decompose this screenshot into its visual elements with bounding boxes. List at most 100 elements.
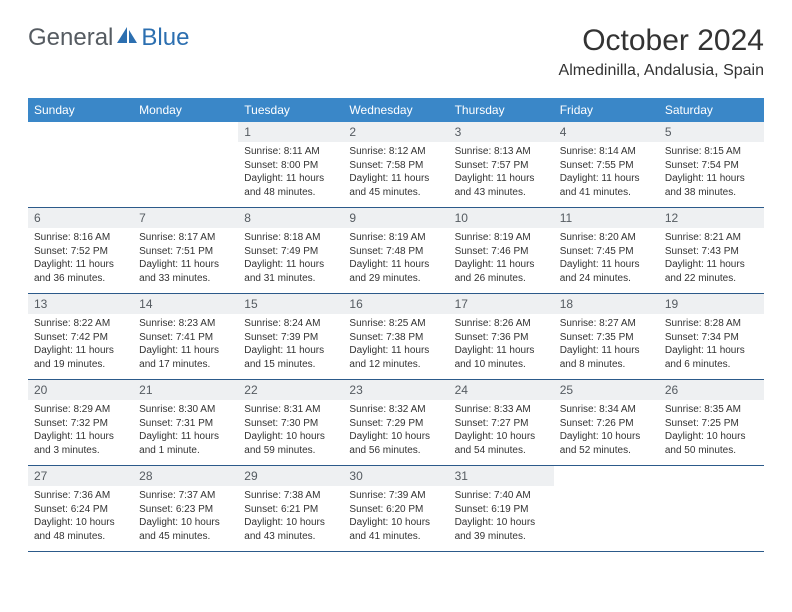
- sunset-text: Sunset: 7:26 PM: [560, 417, 653, 431]
- day-number: 17: [449, 294, 554, 314]
- day-number: 5: [659, 122, 764, 142]
- day-details: Sunrise: 8:30 AMSunset: 7:31 PMDaylight:…: [133, 400, 238, 465]
- sunrise-text: Sunrise: 8:12 AM: [349, 145, 442, 159]
- day-number: 26: [659, 380, 764, 400]
- calendar-week: 27Sunrise: 7:36 AMSunset: 6:24 PMDayligh…: [28, 466, 764, 552]
- daylight-text: Daylight: 10 hours and 39 minutes.: [455, 516, 548, 543]
- day-details: Sunrise: 8:16 AMSunset: 7:52 PMDaylight:…: [28, 228, 133, 293]
- daylight-text: Daylight: 11 hours and 22 minutes.: [665, 258, 758, 285]
- day-number: 20: [28, 380, 133, 400]
- sunrise-text: Sunrise: 8:28 AM: [665, 317, 758, 331]
- day-details: Sunrise: 8:31 AMSunset: 7:30 PMDaylight:…: [238, 400, 343, 465]
- calendar-day: 26Sunrise: 8:35 AMSunset: 7:25 PMDayligh…: [659, 380, 764, 466]
- day-details: Sunrise: 8:23 AMSunset: 7:41 PMDaylight:…: [133, 314, 238, 379]
- calendar-day: 24Sunrise: 8:33 AMSunset: 7:27 PMDayligh…: [449, 380, 554, 466]
- calendar-day: 20Sunrise: 8:29 AMSunset: 7:32 PMDayligh…: [28, 380, 133, 466]
- day-number: 28: [133, 466, 238, 486]
- sunrise-text: Sunrise: 8:19 AM: [455, 231, 548, 245]
- calendar-day: 15Sunrise: 8:24 AMSunset: 7:39 PMDayligh…: [238, 294, 343, 380]
- day-number: 16: [343, 294, 448, 314]
- month-title: October 2024: [559, 24, 764, 58]
- day-details: Sunrise: 8:14 AMSunset: 7:55 PMDaylight:…: [554, 142, 659, 207]
- sunrise-text: Sunrise: 8:14 AM: [560, 145, 653, 159]
- day-number: 24: [449, 380, 554, 400]
- title-block: October 2024 Almedinilla, Andalusia, Spa…: [559, 24, 764, 80]
- calendar-day: [28, 122, 133, 208]
- day-number: 1: [238, 122, 343, 142]
- day-number: 2: [343, 122, 448, 142]
- daylight-text: Daylight: 11 hours and 29 minutes.: [349, 258, 442, 285]
- calendar-day: 17Sunrise: 8:26 AMSunset: 7:36 PMDayligh…: [449, 294, 554, 380]
- day-details: Sunrise: 8:27 AMSunset: 7:35 PMDaylight:…: [554, 314, 659, 379]
- daylight-text: Daylight: 11 hours and 6 minutes.: [665, 344, 758, 371]
- sunset-text: Sunset: 7:29 PM: [349, 417, 442, 431]
- sunset-text: Sunset: 7:57 PM: [455, 159, 548, 173]
- daylight-text: Daylight: 10 hours and 41 minutes.: [349, 516, 442, 543]
- day-details: Sunrise: 8:28 AMSunset: 7:34 PMDaylight:…: [659, 314, 764, 379]
- calendar: SundayMondayTuesdayWednesdayThursdayFrid…: [28, 98, 764, 552]
- day-details: Sunrise: 8:17 AMSunset: 7:51 PMDaylight:…: [133, 228, 238, 293]
- daylight-text: Daylight: 10 hours and 54 minutes.: [455, 430, 548, 457]
- calendar-day: 9Sunrise: 8:19 AMSunset: 7:48 PMDaylight…: [343, 208, 448, 294]
- sunset-text: Sunset: 7:55 PM: [560, 159, 653, 173]
- calendar-day: [659, 466, 764, 552]
- calendar-day: [133, 122, 238, 208]
- header: General Blue October 2024 Almedinilla, A…: [28, 24, 764, 80]
- sunrise-text: Sunrise: 8:15 AM: [665, 145, 758, 159]
- day-details: Sunrise: 8:35 AMSunset: 7:25 PMDaylight:…: [659, 400, 764, 465]
- weekday-header: Monday: [133, 98, 238, 122]
- sunrise-text: Sunrise: 8:20 AM: [560, 231, 653, 245]
- day-number: 11: [554, 208, 659, 228]
- sail-icon: [117, 27, 139, 50]
- sunrise-text: Sunrise: 7:37 AM: [139, 489, 232, 503]
- day-details: Sunrise: 8:20 AMSunset: 7:45 PMDaylight:…: [554, 228, 659, 293]
- calendar-week: 20Sunrise: 8:29 AMSunset: 7:32 PMDayligh…: [28, 380, 764, 466]
- sunrise-text: Sunrise: 7:39 AM: [349, 489, 442, 503]
- day-number: [133, 122, 238, 142]
- calendar-day: 3Sunrise: 8:13 AMSunset: 7:57 PMDaylight…: [449, 122, 554, 208]
- day-details: Sunrise: 8:26 AMSunset: 7:36 PMDaylight:…: [449, 314, 554, 379]
- day-number: 25: [554, 380, 659, 400]
- calendar-day: 22Sunrise: 8:31 AMSunset: 7:30 PMDayligh…: [238, 380, 343, 466]
- daylight-text: Daylight: 11 hours and 19 minutes.: [34, 344, 127, 371]
- daylight-text: Daylight: 11 hours and 31 minutes.: [244, 258, 337, 285]
- calendar-day: 30Sunrise: 7:39 AMSunset: 6:20 PMDayligh…: [343, 466, 448, 552]
- sunset-text: Sunset: 6:24 PM: [34, 503, 127, 517]
- sunset-text: Sunset: 7:45 PM: [560, 245, 653, 259]
- logo-text-main: General: [28, 24, 113, 52]
- sunrise-text: Sunrise: 8:17 AM: [139, 231, 232, 245]
- daylight-text: Daylight: 10 hours and 52 minutes.: [560, 430, 653, 457]
- day-details: Sunrise: 8:24 AMSunset: 7:39 PMDaylight:…: [238, 314, 343, 379]
- day-details: Sunrise: 8:25 AMSunset: 7:38 PMDaylight:…: [343, 314, 448, 379]
- sunset-text: Sunset: 6:19 PM: [455, 503, 548, 517]
- sunrise-text: Sunrise: 8:13 AM: [455, 145, 548, 159]
- sunset-text: Sunset: 7:49 PM: [244, 245, 337, 259]
- calendar-day: 4Sunrise: 8:14 AMSunset: 7:55 PMDaylight…: [554, 122, 659, 208]
- sunrise-text: Sunrise: 8:25 AM: [349, 317, 442, 331]
- sunrise-text: Sunrise: 8:35 AM: [665, 403, 758, 417]
- day-number: 4: [554, 122, 659, 142]
- calendar-day: 29Sunrise: 7:38 AMSunset: 6:21 PMDayligh…: [238, 466, 343, 552]
- day-number: 6: [28, 208, 133, 228]
- sunset-text: Sunset: 7:35 PM: [560, 331, 653, 345]
- day-details: [133, 142, 238, 204]
- calendar-day: 1Sunrise: 8:11 AMSunset: 8:00 PMDaylight…: [238, 122, 343, 208]
- sunrise-text: Sunrise: 8:23 AM: [139, 317, 232, 331]
- calendar-week: 13Sunrise: 8:22 AMSunset: 7:42 PMDayligh…: [28, 294, 764, 380]
- calendar-day: 10Sunrise: 8:19 AMSunset: 7:46 PMDayligh…: [449, 208, 554, 294]
- logo-text-accent: Blue: [141, 24, 189, 52]
- calendar-week: 6Sunrise: 8:16 AMSunset: 7:52 PMDaylight…: [28, 208, 764, 294]
- weekday-header: Saturday: [659, 98, 764, 122]
- sunset-text: Sunset: 7:54 PM: [665, 159, 758, 173]
- day-details: Sunrise: 8:29 AMSunset: 7:32 PMDaylight:…: [28, 400, 133, 465]
- daylight-text: Daylight: 11 hours and 12 minutes.: [349, 344, 442, 371]
- weekday-header: Thursday: [449, 98, 554, 122]
- day-details: [28, 142, 133, 204]
- sunrise-text: Sunrise: 8:29 AM: [34, 403, 127, 417]
- calendar-day: 21Sunrise: 8:30 AMSunset: 7:31 PMDayligh…: [133, 380, 238, 466]
- day-number: [28, 122, 133, 142]
- day-number: 10: [449, 208, 554, 228]
- day-number: 18: [554, 294, 659, 314]
- day-number: 7: [133, 208, 238, 228]
- calendar-day: 25Sunrise: 8:34 AMSunset: 7:26 PMDayligh…: [554, 380, 659, 466]
